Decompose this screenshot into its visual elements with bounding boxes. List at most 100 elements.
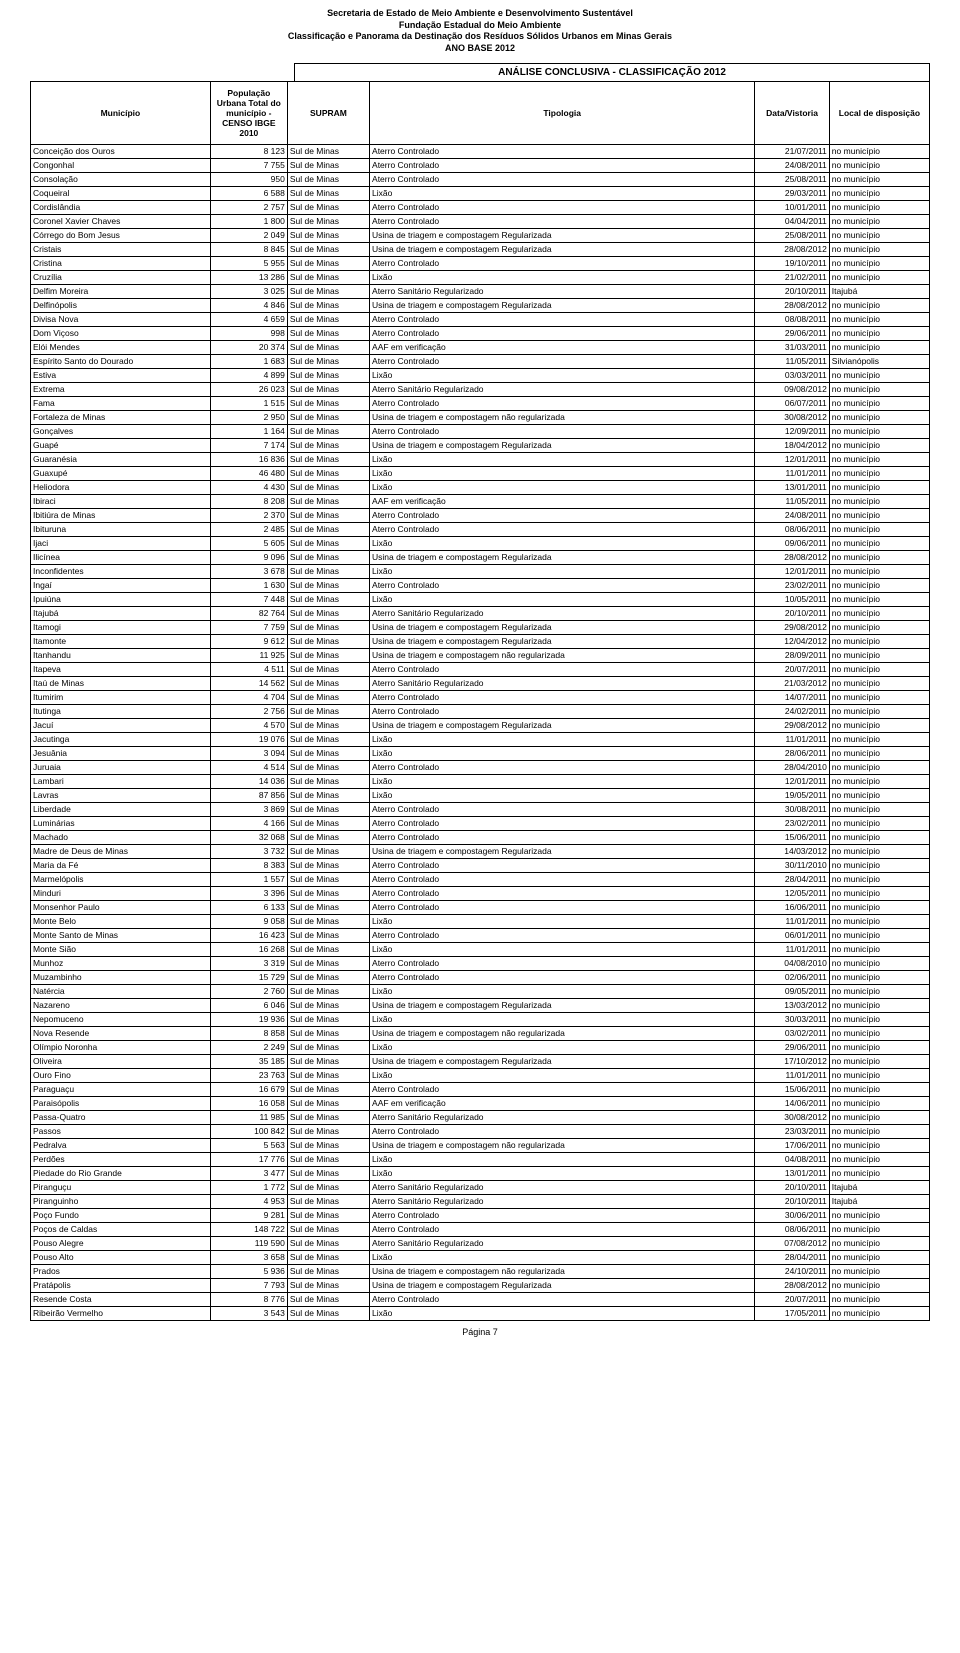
table-cell: Usina de triagem e compostagem Regulariz… — [370, 550, 755, 564]
table-cell: Sul de Minas — [287, 1264, 369, 1278]
table-cell: Sul de Minas — [287, 704, 369, 718]
table-cell: no município — [829, 1138, 929, 1152]
table-cell: 950 — [210, 172, 287, 186]
table-cell: Usina de triagem e compostagem não regul… — [370, 1026, 755, 1040]
table-cell: 2 249 — [210, 1040, 287, 1054]
table-row: Ipuiúna7 448Sul de MinasLixão10/05/2011n… — [31, 592, 930, 606]
table-cell: 4 570 — [210, 718, 287, 732]
table-row: Muzambinho15 729Sul de MinasAterro Contr… — [31, 970, 930, 984]
table-cell: Sul de Minas — [287, 1166, 369, 1180]
table-row: Minduri3 396Sul de MinasAterro Controlad… — [31, 886, 930, 900]
table-row: Lambari14 036Sul de MinasLixão12/01/2011… — [31, 774, 930, 788]
table-cell: Sul de Minas — [287, 718, 369, 732]
table-cell: 4 704 — [210, 690, 287, 704]
table-cell: no município — [829, 928, 929, 942]
table-row: Itanhandu11 925Sul de MinasUsina de tria… — [31, 648, 930, 662]
table-cell: 3 477 — [210, 1166, 287, 1180]
table-cell: Estiva — [31, 368, 211, 382]
table-cell: Aterro Controlado — [370, 928, 755, 942]
table-cell: 29/03/2011 — [755, 186, 829, 200]
table-cell: 30/08/2012 — [755, 1110, 829, 1124]
table-cell: 06/01/2011 — [755, 928, 829, 942]
table-cell: Sul de Minas — [287, 1250, 369, 1264]
table-cell: 11 925 — [210, 648, 287, 662]
table-cell: 9 612 — [210, 634, 287, 648]
table-cell: Sul de Minas — [287, 438, 369, 452]
table-row: Guaxupé46 480Sul de MinasLixão11/01/2011… — [31, 466, 930, 480]
table-cell: 4 659 — [210, 312, 287, 326]
table-cell: 28/08/2012 — [755, 550, 829, 564]
table-row: Nazareno6 046Sul de MinasUsina de triage… — [31, 998, 930, 1012]
table-cell: no município — [829, 186, 929, 200]
table-cell: Usina de triagem e compostagem Regulariz… — [370, 298, 755, 312]
table-cell: Machado — [31, 830, 211, 844]
table-cell: no município — [829, 788, 929, 802]
table-cell: Fama — [31, 396, 211, 410]
table-cell: Cristina — [31, 256, 211, 270]
table-cell: Congonhal — [31, 158, 211, 172]
table-cell: Luminárias — [31, 816, 211, 830]
table-cell: Sul de Minas — [287, 1040, 369, 1054]
table-row: Juruaia4 514Sul de MinasAterro Controlad… — [31, 760, 930, 774]
table-cell: 12/01/2011 — [755, 564, 829, 578]
table-cell: Lixão — [370, 746, 755, 760]
table-cell: 4 846 — [210, 298, 287, 312]
table-row: Coqueiral6 588Sul de MinasLixão29/03/201… — [31, 186, 930, 200]
table-cell: Ijaci — [31, 536, 211, 550]
table-cell: Sul de Minas — [287, 942, 369, 956]
table-cell: no município — [829, 1068, 929, 1082]
table-cell: 20/10/2011 — [755, 606, 829, 620]
table-cell: Sul de Minas — [287, 928, 369, 942]
col-tipologia: Tipologia — [370, 81, 755, 144]
col-populacao: População Urbana Total do município - CE… — [210, 81, 287, 144]
table-cell: Itamogi — [31, 620, 211, 634]
table-cell: Nazareno — [31, 998, 211, 1012]
table-cell: Divisa Nova — [31, 312, 211, 326]
table-cell: Sul de Minas — [287, 326, 369, 340]
table-cell: Lixão — [370, 480, 755, 494]
table-row: Poços de Caldas148 722Sul de MinasAterro… — [31, 1222, 930, 1236]
table-cell: 12/01/2011 — [755, 452, 829, 466]
table-row: Luminárias4 166Sul de MinasAterro Contro… — [31, 816, 930, 830]
table-cell: Sul de Minas — [287, 214, 369, 228]
table-cell: 16 679 — [210, 1082, 287, 1096]
table-cell: Sul de Minas — [287, 256, 369, 270]
table-cell: 2 757 — [210, 200, 287, 214]
table-cell: no município — [829, 438, 929, 452]
table-cell: 29/08/2012 — [755, 620, 829, 634]
table-cell: Usina de triagem e compostagem Regulariz… — [370, 228, 755, 242]
table-cell: Córrego do Bom Jesus — [31, 228, 211, 242]
table-cell: Lixão — [370, 732, 755, 746]
table-cell: Usina de triagem e compostagem Regulariz… — [370, 998, 755, 1012]
table-cell: Lixão — [370, 452, 755, 466]
table-cell: Sul de Minas — [287, 802, 369, 816]
table-row: Itamonte9 612Sul de MinasUsina de triage… — [31, 634, 930, 648]
table-cell: Aterro Controlado — [370, 1124, 755, 1138]
table-cell: Aterro Sanitário Regularizado — [370, 1180, 755, 1194]
table-row: Ouro Fino23 763Sul de MinasLixão11/01/20… — [31, 1068, 930, 1082]
table-cell: no município — [829, 774, 929, 788]
table-cell: Monte Sião — [31, 942, 211, 956]
table-cell: Aterro Controlado — [370, 970, 755, 984]
table-row: Itaú de Minas14 562Sul de MinasAterro Sa… — [31, 676, 930, 690]
table-cell: Sul de Minas — [287, 158, 369, 172]
table-cell: no município — [829, 326, 929, 340]
table-cell: 12/05/2011 — [755, 886, 829, 900]
table-cell: 30/08/2011 — [755, 802, 829, 816]
table-cell: no município — [829, 592, 929, 606]
table-cell: Sul de Minas — [287, 746, 369, 760]
table-cell: 2 485 — [210, 522, 287, 536]
table-cell: 13/01/2011 — [755, 1166, 829, 1180]
table-cell: Itajubá — [829, 1180, 929, 1194]
table-cell: 20/10/2011 — [755, 284, 829, 298]
table-cell: 17/06/2011 — [755, 1138, 829, 1152]
table-row: Pouso Alto3 658Sul de MinasLixão28/04/20… — [31, 1250, 930, 1264]
table-cell: Lixão — [370, 1040, 755, 1054]
table-cell: Sul de Minas — [287, 1236, 369, 1250]
table-cell: 21/03/2012 — [755, 676, 829, 690]
table-cell: Usina de triagem e compostagem Regulariz… — [370, 1054, 755, 1068]
table-cell: Aterro Sanitário Regularizado — [370, 676, 755, 690]
table-cell: 20/10/2011 — [755, 1180, 829, 1194]
table-cell: no município — [829, 410, 929, 424]
table-cell: 9 281 — [210, 1208, 287, 1222]
